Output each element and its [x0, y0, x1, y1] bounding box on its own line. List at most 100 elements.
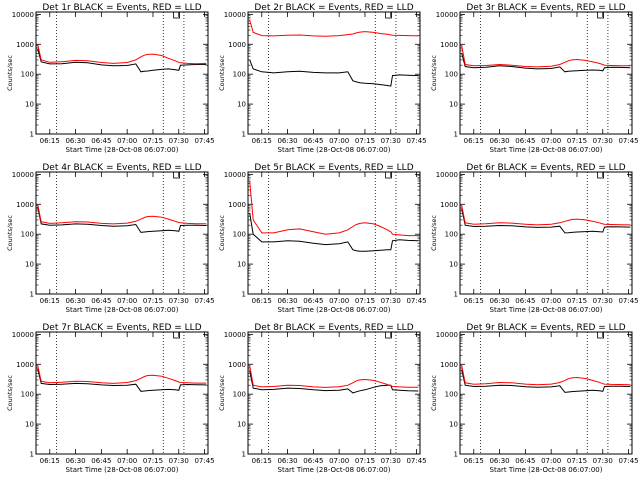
marker-box [173, 11, 181, 19]
panel-2: Det 2r BLACK = Events, RED = LLD 1 10 100 10… [218, 3, 427, 154]
y-tick-label: 10 [25, 261, 34, 269]
x-tick-label: 07:45 [618, 137, 638, 145]
x-tick-label: 07:00 [117, 297, 137, 305]
x-tick-label: 06:45 [515, 457, 535, 465]
x-tick-label: 07:45 [194, 137, 214, 145]
y-tick-label: 1000 [16, 361, 34, 369]
y-tick-label: 1000 [440, 201, 458, 209]
y-axis-label: Counts/sec [430, 375, 438, 411]
plot-frame [459, 11, 633, 135]
plot-frame [35, 11, 209, 135]
x-axis-label: Start Time (28-Oct-08 06:07:00) [278, 466, 391, 474]
y-tick-label: 1000 [16, 41, 34, 49]
y-tick-label: 1000 [228, 201, 246, 209]
y-axis-label: Counts/sec [6, 215, 14, 251]
x-tick-label: 07:00 [541, 457, 561, 465]
x-tick-label: 07:45 [406, 137, 426, 145]
x-tick-label: 07:15 [355, 137, 375, 145]
x-tick-label: 07:30 [381, 297, 401, 305]
series-events-line [37, 368, 207, 392]
chart-title: Det 2r BLACK = Events, RED = LLD [254, 3, 413, 13]
x-axis-label: Start Time (28-Oct-08 06:07:00) [66, 146, 179, 154]
y-tick-label: 10000 [12, 331, 34, 339]
x-tick-label: 07:30 [169, 297, 189, 305]
y-tick-label: 1 [30, 131, 34, 139]
series-lld-line [37, 365, 207, 384]
x-tick-label: 06:30 [65, 137, 85, 145]
series-events-line [249, 59, 419, 87]
x-tick-label: 06:45 [303, 457, 323, 465]
series-events-line [249, 370, 419, 394]
y-axis-label: Counts/sec [6, 375, 14, 411]
y-tick-label: 1 [454, 291, 458, 299]
x-tick-label: 07:30 [381, 457, 401, 465]
panel-7: Det 7r BLACK = Events, RED = LLD 1 10 100 10… [6, 323, 215, 474]
x-tick-label: 07:30 [381, 137, 401, 145]
y-tick-label: 1000 [228, 361, 246, 369]
x-axis-label: Start Time (28-Oct-08 06:07:00) [66, 306, 179, 314]
series-events-line [461, 53, 631, 73]
chart-title: Det 5r BLACK = Events, RED = LLD [254, 163, 413, 173]
x-tick-label: 06:30 [489, 457, 509, 465]
y-tick-label: 10 [237, 261, 246, 269]
chart-title: Det 7r BLACK = Events, RED = LLD [42, 323, 201, 333]
y-tick-label: 10000 [436, 171, 458, 179]
y-tick-label: 10000 [12, 171, 34, 179]
x-tick-label: 06:45 [303, 137, 323, 145]
y-axis-label: Counts/sec [218, 55, 226, 91]
x-tick-label: 06:15 [252, 297, 272, 305]
x-tick-label: 07:15 [567, 457, 587, 465]
y-tick-label: 1 [454, 131, 458, 139]
panel-6: Det 6r BLACK = Events, RED = LLD 1 10 100 10… [430, 163, 639, 314]
y-tick-label: 10 [449, 261, 458, 269]
x-tick-label: 07:00 [117, 457, 137, 465]
x-axis-label: Start Time (28-Oct-08 06:07:00) [490, 146, 603, 154]
x-tick-label: 07:00 [541, 137, 561, 145]
chart-title: Det 6r BLACK = Events, RED = LLD [466, 163, 625, 173]
y-tick-label: 10 [25, 101, 34, 109]
x-tick-label: 07:45 [618, 457, 638, 465]
x-tick-label: 06:30 [277, 297, 297, 305]
y-tick-label: 10 [237, 101, 246, 109]
y-tick-label: 1000 [16, 201, 34, 209]
x-tick-label: 07:30 [593, 137, 613, 145]
series-lld-line [249, 365, 419, 388]
series-lld-line [37, 44, 207, 65]
y-tick-label: 1000 [440, 361, 458, 369]
x-tick-label: 07:00 [329, 457, 349, 465]
series-events-line [461, 369, 631, 393]
marker-box [597, 11, 604, 19]
panel-3: Det 3r BLACK = Events, RED = LLD 1 10 100 10… [430, 3, 639, 154]
marker-box [173, 171, 181, 179]
y-tick-label: 100 [21, 231, 34, 239]
x-tick-label: 07:30 [169, 457, 189, 465]
marker-box [385, 171, 393, 179]
x-tick-label: 06:15 [464, 137, 484, 145]
plot-frame [247, 331, 421, 455]
x-tick-label: 07:30 [593, 297, 613, 305]
x-tick-label: 07:00 [329, 137, 349, 145]
chart-title: Det 9r BLACK = Events, RED = LLD [466, 323, 625, 333]
x-tick-label: 06:30 [277, 137, 297, 145]
y-axis-label: Counts/sec [6, 55, 14, 91]
series-lld-line [461, 205, 631, 226]
y-tick-label: 1 [30, 451, 34, 459]
x-tick-label: 07:45 [194, 457, 214, 465]
y-tick-label: 10 [449, 421, 458, 429]
x-tick-label: 07:00 [329, 297, 349, 305]
plot-frame [35, 171, 209, 295]
x-tick-label: 07:30 [169, 137, 189, 145]
x-tick-label: 07:45 [194, 297, 214, 305]
x-tick-label: 07:15 [355, 457, 375, 465]
plot-frame [247, 171, 421, 295]
x-tick-label: 06:45 [515, 297, 535, 305]
marker-box [173, 331, 181, 339]
y-tick-label: 10000 [224, 331, 246, 339]
x-tick-label: 07:00 [117, 137, 137, 145]
x-tick-label: 07:15 [567, 137, 587, 145]
x-tick-label: 06:45 [91, 137, 111, 145]
x-tick-label: 06:15 [40, 457, 60, 465]
y-tick-label: 10 [237, 421, 246, 429]
x-tick-label: 07:15 [143, 297, 163, 305]
